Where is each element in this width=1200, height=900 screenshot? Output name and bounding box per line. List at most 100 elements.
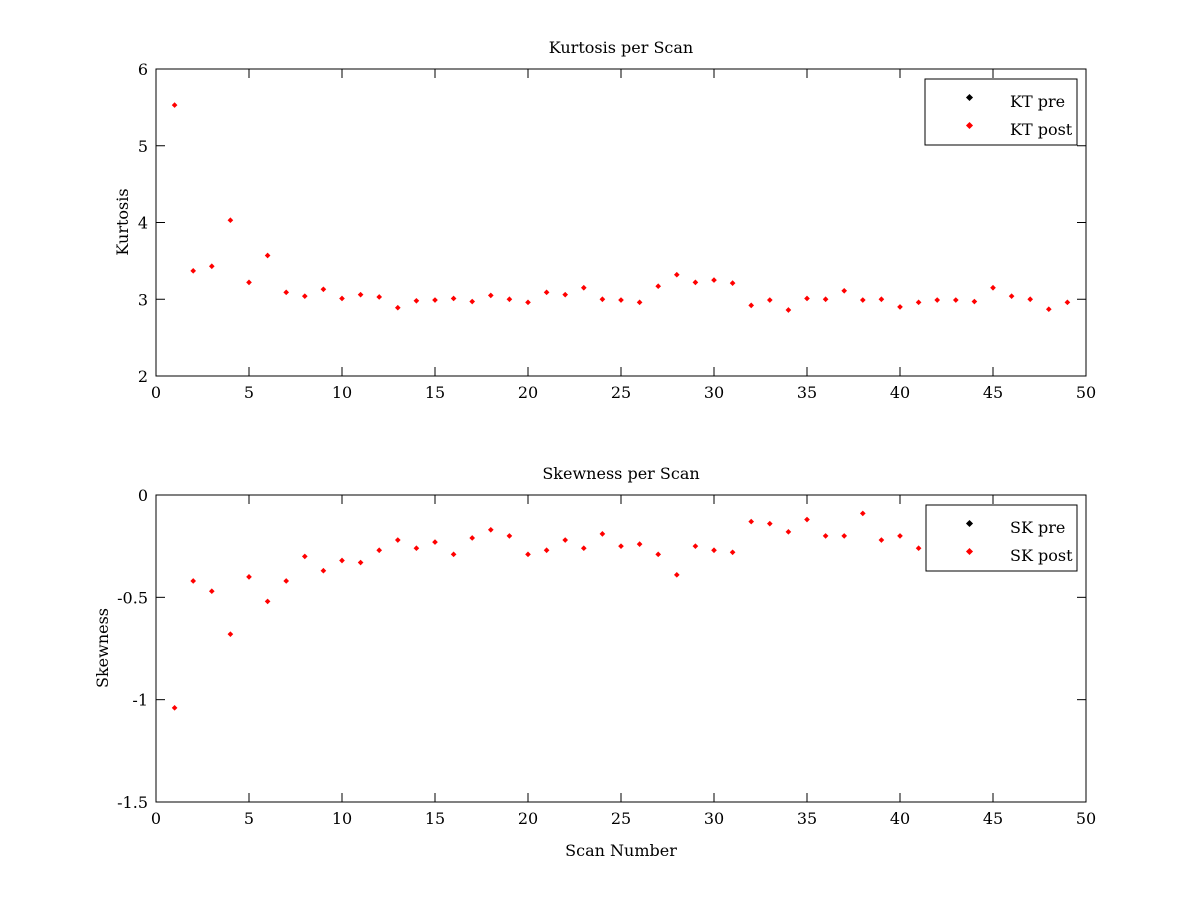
kurtosis-x-tick-label: 35 [797,383,817,402]
skewness-subplot: Skewness per Scan Skewness Scan Number 0… [93,464,1096,860]
kurtosis-post-point [673,271,680,278]
kurtosis-x-tick-label: 5 [244,383,254,402]
skewness-post-point [729,549,736,556]
skewness-post-point [692,543,699,549]
skewness-post-point [636,541,643,547]
kurtosis-post-point [246,279,252,286]
kurtosis-post-point [878,296,885,303]
skewness-y-tick-label: 0 [138,486,148,505]
kurtosis-post-point [394,304,401,311]
skewness-x-tick-label: 10 [332,809,352,828]
kurtosis-legend-label-pre: KT pre [1010,92,1065,111]
skewness-x-tick-label: 20 [518,809,538,828]
skewness-post-point [320,567,327,574]
skewness-marks [171,510,922,711]
kurtosis-post-point [264,252,271,259]
kurtosis-post-point [711,277,717,283]
kurtosis-x-tick-label: 0 [151,383,161,402]
kurtosis-legend-marker-post [965,121,974,130]
skewness-post-point [208,588,215,595]
kurtosis-post-point [580,284,587,291]
kurtosis-x-tick-label: 15 [425,383,445,402]
kurtosis-post-point [283,289,290,296]
kurtosis-post-point [859,297,866,303]
kurtosis-legend-box [924,78,1078,146]
skewness-post-point [673,571,680,578]
kurtosis-post-point [413,297,420,304]
kurtosis-post-point [543,289,550,296]
kurtosis-y-tick-label: 6 [138,60,148,79]
kurtosis-post-point [1008,293,1015,300]
skewness-post-point [822,533,829,539]
skewness-post-point [394,537,401,543]
skewness-y-axis-label: Skewness [93,608,112,688]
skewness-post-point [599,531,606,537]
skewness-x-tick-label: 5 [244,809,254,828]
kurtosis-y-tick-label: 2 [138,367,148,386]
kurtosis-post-point [506,296,513,303]
kurtosis-x-tick-label: 20 [518,383,538,402]
kurtosis-post-point [376,294,383,300]
skewness-post-point [748,518,755,525]
kurtosis-post-point [339,295,345,302]
skewness-y-tick-label: -1 [132,691,148,710]
skewness-x-tick-label: 25 [611,809,631,828]
kurtosis-chart-title: Kurtosis per Scan [549,38,693,57]
kurtosis-post-point [171,102,178,108]
skewness-post-point [711,547,717,554]
skewness-post-point [171,705,178,711]
kurtosis-post-point [915,299,922,306]
kurtosis-legend-marker-pre [965,93,974,102]
skewness-post-point [469,535,476,541]
kurtosis-post-point [525,299,531,306]
kurtosis-post-point [990,284,996,291]
skewness-chart-title: Skewness per Scan [542,464,699,483]
skewness-post-point [227,631,234,638]
kurtosis-post-point [320,286,327,293]
skewness-post-point [190,578,197,584]
skewness-x-tick-label: 45 [983,809,1003,828]
skewness-x-tick-label: 15 [425,809,445,828]
kurtosis-post-point [227,217,234,224]
kurtosis-post-point [487,292,494,299]
kurtosis-post-point [618,297,624,303]
kurtosis-y-tick-label: 4 [138,214,148,233]
skewness-post-point [804,516,810,523]
skewness-post-point [301,553,308,560]
skewness-ticks: 0 5 10 15 20 25 30 35 40 45 50 -1.5 -1 -0.5 0 [117,486,1096,828]
kurtosis-x-tick-label: 30 [704,383,724,402]
kurtosis-post-point [952,297,959,303]
kurtosis-post-point [1064,299,1071,306]
kurtosis-post-point [190,268,197,274]
skewness-y-tick-label: -1.5 [117,793,148,812]
kurtosis-post-point [562,291,569,298]
kurtosis-post-point [822,296,829,303]
kurtosis-post-point [729,280,736,286]
skewness-post-point [785,529,792,535]
kurtosis-post-point [692,279,699,286]
skewness-legend-marker-post [965,547,974,556]
kurtosis-post-point [357,291,364,298]
kurtosis-x-tick-label: 25 [611,383,631,402]
skewness-post-point [339,557,345,564]
skewness-legend-label-post: SK post [1010,546,1073,565]
skewness-post-point [487,526,494,533]
skewness-legend-marker-pre [965,519,974,528]
kurtosis-post-point [655,283,662,290]
skewness-post-point [357,559,364,566]
skewness-post-point [841,533,848,539]
skewness-x-tick-label: 0 [151,809,161,828]
skewness-post-point [897,533,903,539]
kurtosis-x-tick-label: 40 [890,383,910,402]
kurtosis-post-point [804,295,810,302]
skewness-post-point [432,539,438,545]
skewness-legend-label-pre: SK pre [1010,518,1065,537]
skewness-legend: SK pre SK post [925,504,1078,572]
kurtosis-post-point [1045,306,1052,313]
kurtosis-x-tick-label: 45 [983,383,1003,402]
skewness-x-tick-label: 50 [1076,809,1096,828]
kurtosis-post-point [785,307,792,313]
skewness-x-axis-label: Scan Number [565,841,677,860]
